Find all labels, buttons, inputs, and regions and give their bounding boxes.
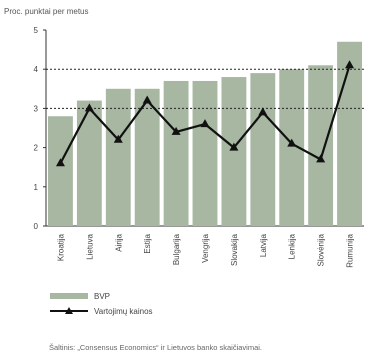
bar-bvp (250, 73, 276, 227)
x-tick-label: Slovėnija (317, 233, 326, 266)
source-note: Šaltinis: „Consensus Economics“ ir Lietu… (49, 343, 262, 352)
x-tick-label: Airija (114, 233, 123, 251)
x-tick-label: Bulgarija (172, 233, 181, 265)
bar-bvp (308, 65, 334, 226)
line-point-marker (287, 138, 297, 147)
line-point-marker (229, 142, 239, 151)
legend-swatch-kainos-marker (65, 307, 73, 314)
line-point-marker (142, 95, 152, 104)
legend-label-kainos: Vartojimų kainos (94, 307, 153, 316)
x-tick-label: Slovakija (230, 233, 239, 266)
y-tick-label: 3 (34, 104, 39, 113)
y-axis-label: Proc. punktai per metus (4, 7, 88, 16)
bar-bvp (48, 116, 73, 226)
x-tick-label: Lietuva (85, 233, 94, 259)
legend-label-bvp: BVP (94, 292, 110, 301)
x-tick-label: Rumunija (346, 233, 355, 267)
bar-bvp (221, 77, 247, 226)
x-tick-label: Vengrija (201, 233, 210, 262)
bar-bvp (76, 100, 102, 226)
line-point-marker (258, 107, 268, 116)
line-point-marker (113, 134, 123, 143)
line-point-marker (345, 60, 355, 69)
legend: BVP Vartojimų kainos (50, 292, 153, 316)
y-tick-label: 2 (34, 144, 39, 153)
x-tick-label: Lenkija (288, 233, 297, 259)
y-tick-label: 4 (34, 65, 39, 74)
x-tick-label: Estija (143, 233, 152, 253)
line-point-marker (316, 154, 326, 163)
line-point-marker (200, 119, 210, 128)
y-tick-label: 0 (34, 222, 39, 231)
plot-area: 0 1 2 3 4 5 Kroatija Lietuva Airija Estija Bulgari… (34, 26, 364, 268)
bar-bvp (192, 80, 218, 227)
bar-bvp (337, 41, 362, 227)
legend-swatch-bvp (50, 293, 88, 299)
y-tick-label: 5 (34, 26, 39, 35)
x-tick-label: Latvija (259, 233, 268, 257)
bar-bvp (105, 88, 131, 226)
line-point-marker (84, 103, 94, 112)
line-point-marker (171, 126, 181, 135)
x-tick-label: Kroatija (56, 233, 65, 261)
line-point-marker (55, 158, 65, 167)
bar-bvp (163, 80, 189, 227)
y-tick-label: 1 (34, 183, 39, 192)
